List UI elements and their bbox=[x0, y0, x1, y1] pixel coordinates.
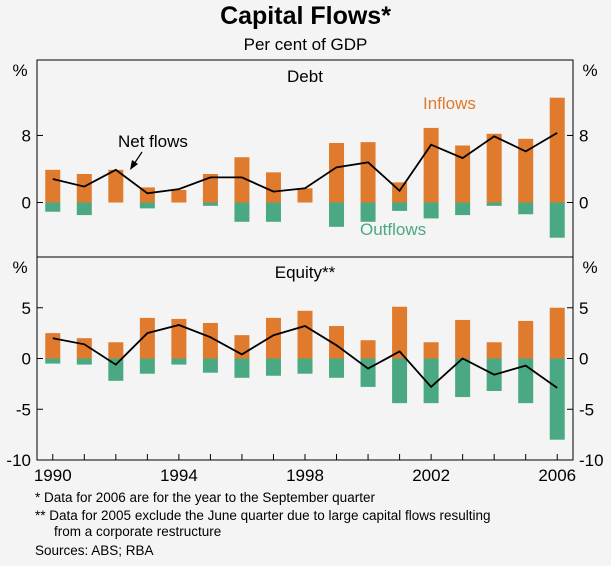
equity-outflow-bar-1992 bbox=[108, 358, 124, 381]
equity-ytick-label-left-0: 0 bbox=[22, 350, 31, 369]
inflows-annotation: Inflows bbox=[423, 94, 476, 113]
footnote-2-continued: from a corporate restructure bbox=[54, 524, 222, 539]
xtick-label-1994: 1994 bbox=[160, 466, 198, 485]
debt-inflow-bar-2000 bbox=[360, 142, 376, 203]
debt-outflow-bar-2004 bbox=[486, 202, 502, 206]
chart-subtitle: Per cent of GDP bbox=[243, 35, 368, 54]
equity-ytick-label-right--10: -10 bbox=[579, 451, 604, 470]
debt-inflow-bar-2003 bbox=[455, 145, 471, 203]
xtick-label-2006: 2006 bbox=[538, 466, 576, 485]
net-flows-annotation: Net flows bbox=[118, 132, 188, 151]
debt-ytick-label-left-8: 8 bbox=[22, 126, 31, 145]
chart-title: Capital Flows* bbox=[220, 2, 391, 30]
equity-ytick-label-left-5: 5 bbox=[22, 299, 31, 318]
equity-outflow-bar-1993 bbox=[139, 358, 155, 374]
debt-inflow-bar-2004 bbox=[486, 133, 502, 203]
equity-outflow-bar-2002 bbox=[423, 358, 439, 404]
debt-outflow-bar-1996 bbox=[234, 202, 250, 222]
debt-net-flows-line bbox=[52, 132, 558, 195]
debt-panel-title: Debt bbox=[287, 67, 323, 86]
debt-unit-left: % bbox=[12, 61, 27, 80]
debt-inflow-bar-2002 bbox=[423, 127, 439, 203]
equity-inflow-bar-1998 bbox=[297, 310, 313, 359]
debt-outflow-bar-1997 bbox=[265, 202, 281, 222]
equity-inflow-bar-1994 bbox=[171, 318, 187, 359]
debt-outflow-bar-1990 bbox=[45, 202, 61, 212]
equity-inflow-bar-2005 bbox=[518, 320, 534, 359]
equity-outflow-bar-1991 bbox=[76, 358, 92, 365]
equity-inflow-bar-1995 bbox=[202, 322, 218, 359]
debt-ytick-label-right-0: 0 bbox=[579, 194, 588, 213]
debt-outflow-bar-1991 bbox=[76, 202, 92, 216]
debt-inflow-bar-1991 bbox=[76, 174, 92, 203]
equity-outflow-bar-2000 bbox=[360, 358, 376, 387]
debt-outflow-bar-2002 bbox=[423, 202, 439, 219]
footnote-2: ** Data for 2005 exclude the June quarte… bbox=[35, 508, 491, 523]
equity-outflow-bar-2006 bbox=[549, 358, 565, 440]
equity-inflow-bar-2000 bbox=[360, 340, 376, 359]
equity-outflow-bar-2001 bbox=[392, 358, 408, 404]
xtick-label-1998: 1998 bbox=[286, 466, 324, 485]
debt-inflow-bar-1995 bbox=[202, 174, 218, 203]
debt-inflow-bar-1999 bbox=[329, 142, 345, 203]
debt-ytick-label-left-0: 0 bbox=[22, 194, 31, 213]
equity-outflow-bar-2003 bbox=[455, 358, 471, 398]
outflows-annotation: Outflows bbox=[360, 220, 426, 239]
equity-inflow-bar-1990 bbox=[45, 333, 61, 359]
debt-inflow-bar-1997 bbox=[265, 172, 281, 203]
debt-inflow-bar-1996 bbox=[234, 157, 250, 203]
equity-inflow-bar-1999 bbox=[329, 326, 345, 359]
debt-inflow-bar-2005 bbox=[518, 138, 534, 203]
net-flows-pointer-head bbox=[130, 160, 138, 170]
debt-outflow-bar-2006 bbox=[549, 202, 565, 238]
equity-outflow-bar-1994 bbox=[171, 358, 187, 365]
equity-inflow-bar-1997 bbox=[265, 317, 281, 359]
equity-outflow-bar-1990 bbox=[45, 358, 61, 364]
equity-panel-title: Equity** bbox=[275, 263, 336, 282]
equity-outflow-bar-1996 bbox=[234, 358, 250, 378]
equity-unit-right: % bbox=[582, 258, 597, 277]
debt-outflow-bar-1995 bbox=[202, 202, 218, 206]
debt-outflow-bar-1993 bbox=[139, 202, 155, 209]
debt-unit-right: % bbox=[582, 61, 597, 80]
xtick-label-1990: 1990 bbox=[34, 466, 72, 485]
equity-outflow-bar-1999 bbox=[329, 358, 345, 378]
equity-inflow-bar-1993 bbox=[139, 317, 155, 359]
sources: Sources: ABS; RBA bbox=[35, 543, 154, 558]
debt-inflow-bar-1998 bbox=[297, 188, 313, 203]
equity-ytick-label-left--10: -10 bbox=[6, 451, 31, 470]
debt-outflow-bar-2000 bbox=[360, 202, 376, 222]
debt-inflow-bar-2006 bbox=[549, 97, 565, 203]
debt-outflow-bar-2003 bbox=[455, 202, 471, 216]
equity-outflow-bar-1998 bbox=[297, 358, 313, 374]
equity-ytick-label-right--5: -5 bbox=[579, 400, 594, 419]
equity-inflow-bar-2001 bbox=[392, 306, 408, 359]
debt-outflow-bar-2005 bbox=[518, 202, 534, 215]
debt-ytick-label-right-8: 8 bbox=[579, 126, 588, 145]
equity-ytick-label-left--5: -5 bbox=[16, 400, 31, 419]
equity-inflow-bar-2004 bbox=[486, 342, 502, 359]
equity-ytick-label-right-5: 5 bbox=[579, 299, 588, 318]
debt-outflow-bar-1999 bbox=[329, 202, 345, 227]
equity-ytick-label-right-0: 0 bbox=[579, 350, 588, 369]
equity-inflow-bar-2002 bbox=[423, 342, 439, 359]
equity-unit-left: % bbox=[12, 258, 27, 277]
debt-outflow-bar-2001 bbox=[392, 202, 408, 211]
xtick-label-2002: 2002 bbox=[412, 466, 450, 485]
debt-inflow-bar-1994 bbox=[171, 189, 187, 203]
footnote-1: * Data for 2006 are for the year to the … bbox=[35, 490, 375, 505]
equity-outflow-bar-1995 bbox=[202, 358, 218, 373]
equity-inflow-bar-2003 bbox=[455, 319, 471, 359]
debt-inflow-bar-1990 bbox=[45, 169, 61, 203]
equity-net-flows-line bbox=[52, 324, 558, 389]
net-flows-pointer bbox=[133, 151, 143, 165]
equity-outflow-bar-2005 bbox=[518, 358, 534, 404]
equity-inflow-bar-1992 bbox=[108, 342, 124, 359]
equity-inflow-bar-2006 bbox=[549, 307, 565, 359]
debt-inflow-bar-1992 bbox=[108, 169, 124, 203]
equity-outflow-bar-1997 bbox=[265, 358, 281, 376]
